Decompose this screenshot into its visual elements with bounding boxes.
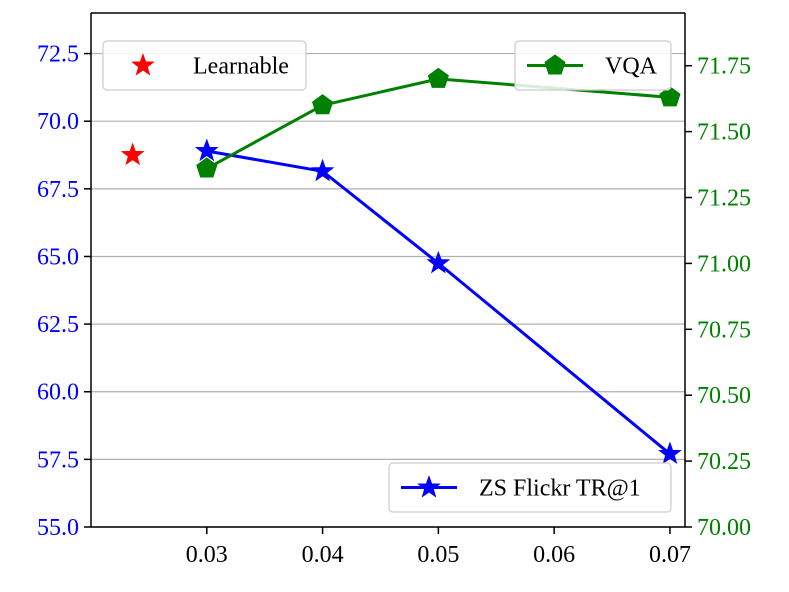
- x-tick-label: 0.06: [533, 542, 575, 568]
- y-right-tick-label: 70.25: [697, 449, 751, 475]
- legend-frame: [102, 40, 307, 91]
- learnable-point-0: [120, 142, 145, 166]
- y-left-tick-label: 72.5: [37, 42, 79, 68]
- y-left-tick-label: 57.5: [37, 447, 79, 473]
- axes: 0.03 0.04 0.05 0.06 0.07 55.0 57.5 60.0 62.5 65.0…: [37, 12, 751, 568]
- y-right-tick-label: 70.75: [697, 317, 751, 343]
- y-left-tick-label: 62.5: [37, 312, 79, 338]
- zs-flickr-tr-1-point-3: [658, 441, 682, 465]
- legend-label: ZS Flickr TR@1: [479, 476, 641, 502]
- y-right-tick-label: 71.00: [697, 251, 751, 277]
- legend-frame: [388, 462, 672, 513]
- x-tick-label: 0.05: [417, 542, 459, 568]
- legend-label: VQA: [605, 54, 658, 80]
- y-left-tick-label: 55.0: [37, 515, 79, 541]
- vqa-point-2: [427, 67, 449, 88]
- y-right-tick-label: 71.75: [697, 54, 751, 80]
- series-layer: [120, 67, 682, 465]
- grid-lines: [91, 52, 685, 528]
- legend-label: Learnable: [193, 54, 289, 80]
- vqa-point-0: [196, 157, 218, 178]
- vqa-line: [206, 77, 671, 170]
- y-left-tick-label: 70.0: [37, 109, 79, 135]
- x-tick-label: 0.03: [186, 542, 228, 568]
- y-right-tick-label: 70.50: [697, 383, 751, 409]
- y-right-tick-label: 71.25: [697, 186, 751, 212]
- zs-flickr-tr-1-line: [206, 149, 671, 456]
- legend-frame: [514, 40, 672, 91]
- y-left-tick-label: 65.0: [37, 244, 79, 270]
- vqa-point-1: [312, 94, 334, 115]
- y-left-tick-label: 60.0: [37, 380, 79, 406]
- x-tick-label: 0.04: [302, 542, 344, 568]
- zs-flickr-tr-1-point-1: [310, 158, 335, 182]
- y-right-tick-label: 70.00: [697, 515, 751, 541]
- legend-marker-swatch: [131, 53, 155, 76]
- legend-marker-swatch: [544, 54, 566, 75]
- legend-vqa: VQA: [514, 40, 672, 91]
- vqa-point-3: [659, 86, 681, 107]
- legend-learnable: Learnable: [102, 40, 307, 91]
- zs-flickr-tr-1-point-2: [426, 250, 451, 274]
- zs-flickr-tr-1-point-0: [194, 138, 219, 162]
- legends: Learnable VQA ZS Flickr TR@1: [102, 40, 672, 513]
- y-left-tick-label: 67.5: [37, 177, 79, 203]
- legend-zs-flickr: ZS Flickr TR@1: [388, 462, 672, 513]
- y-right-tick-label: 71.50: [697, 120, 751, 146]
- x-tick-label: 0.07: [649, 542, 691, 568]
- legend-marker-swatch: [417, 475, 441, 498]
